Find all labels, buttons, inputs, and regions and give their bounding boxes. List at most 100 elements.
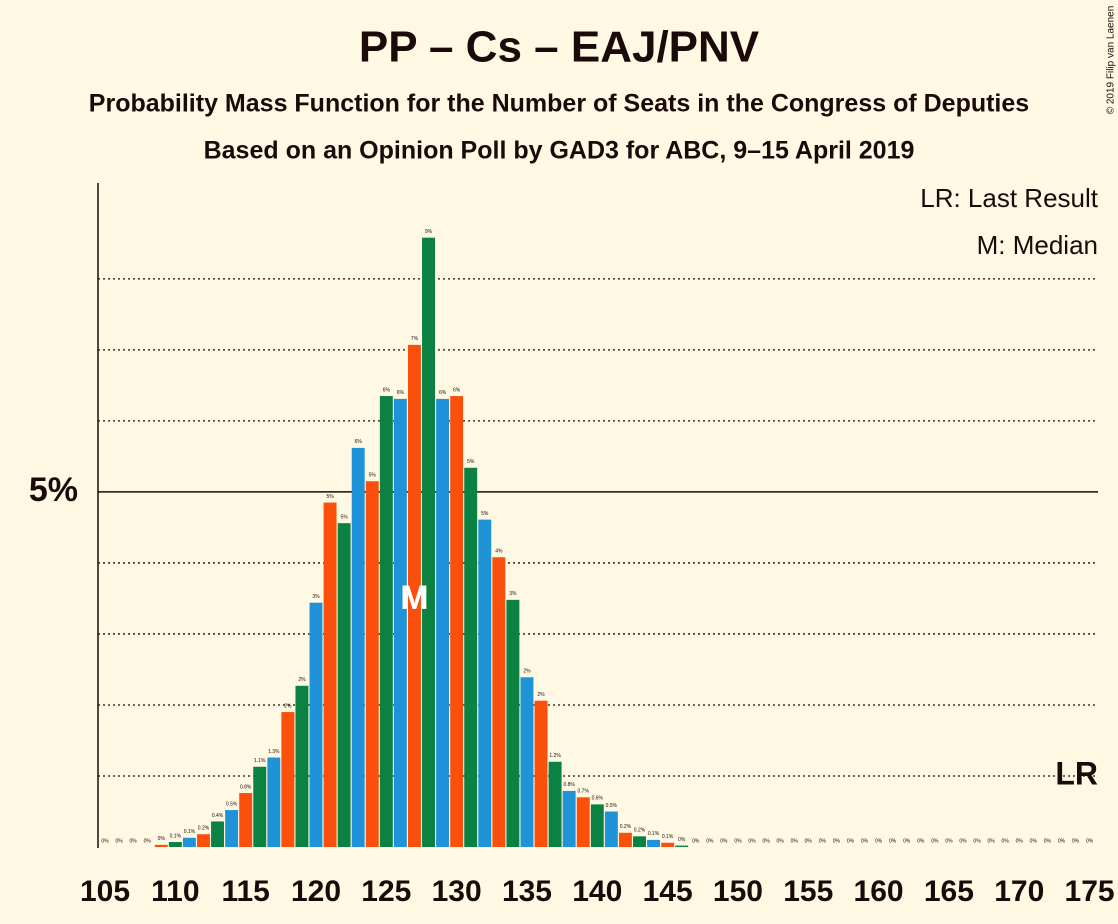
value-label: 2% bbox=[284, 703, 292, 709]
bar bbox=[520, 677, 534, 847]
value-label: 0% bbox=[917, 838, 925, 844]
bar bbox=[647, 839, 661, 847]
value-label: 0% bbox=[833, 838, 841, 844]
value-label: 0% bbox=[678, 837, 686, 843]
legend-note: M: Median bbox=[977, 230, 1098, 260]
bar bbox=[534, 700, 548, 847]
bar bbox=[351, 447, 365, 847]
bar bbox=[323, 502, 337, 847]
bar bbox=[548, 761, 562, 847]
value-label: 0% bbox=[1002, 838, 1010, 844]
value-label: 0.8% bbox=[240, 784, 252, 790]
value-label: 0.2% bbox=[634, 828, 646, 834]
value-label: 6% bbox=[355, 439, 363, 445]
bar bbox=[253, 766, 267, 847]
bar bbox=[211, 821, 225, 847]
x-tick-label: 105 bbox=[80, 875, 130, 908]
x-tick-label: 120 bbox=[291, 875, 341, 908]
value-label: 2% bbox=[523, 669, 531, 675]
value-label: 1.2% bbox=[549, 753, 561, 759]
value-label: 0% bbox=[931, 838, 939, 844]
value-label: 0.2% bbox=[620, 824, 632, 830]
value-label: 5% bbox=[341, 514, 349, 520]
value-label: 0% bbox=[903, 838, 911, 844]
value-label: 0.1% bbox=[170, 833, 182, 839]
bar bbox=[365, 481, 379, 847]
chart-subtitle: Probability Mass Function for the Number… bbox=[89, 90, 1029, 118]
x-tick-label: 165 bbox=[924, 875, 974, 908]
bar bbox=[492, 557, 506, 847]
value-label: 0% bbox=[1016, 838, 1024, 844]
value-label: 0% bbox=[101, 838, 109, 844]
bar bbox=[464, 467, 478, 847]
bar bbox=[225, 810, 239, 847]
value-label: 2% bbox=[298, 677, 306, 683]
value-label: 0.7% bbox=[578, 789, 590, 795]
value-label: 0% bbox=[847, 838, 855, 844]
value-label: 0% bbox=[734, 838, 742, 844]
value-label: 0% bbox=[959, 838, 967, 844]
bar bbox=[604, 811, 618, 847]
x-tick-label: 115 bbox=[221, 875, 269, 908]
bar bbox=[154, 844, 168, 847]
bar bbox=[168, 842, 182, 847]
value-label: 0% bbox=[875, 838, 883, 844]
value-label: 0.5% bbox=[606, 803, 618, 809]
value-label: 0% bbox=[791, 838, 799, 844]
value-label: 5% bbox=[369, 473, 377, 479]
bar bbox=[393, 398, 407, 847]
value-label: 0% bbox=[805, 838, 813, 844]
value-label: 0% bbox=[1072, 838, 1080, 844]
value-label: 1.1% bbox=[254, 758, 266, 764]
value-label: 0% bbox=[987, 838, 995, 844]
value-label: 0.4% bbox=[212, 813, 224, 819]
value-label: 3% bbox=[509, 591, 517, 597]
bar bbox=[633, 836, 646, 847]
value-label: 0% bbox=[1030, 838, 1038, 844]
bar bbox=[661, 842, 675, 847]
bar bbox=[506, 599, 520, 847]
bar bbox=[197, 834, 210, 847]
bar bbox=[309, 602, 323, 847]
x-tick-label: 170 bbox=[994, 875, 1044, 908]
value-label: 5% bbox=[326, 494, 334, 500]
bar bbox=[576, 797, 590, 847]
x-tick-label: 130 bbox=[432, 875, 482, 908]
bar bbox=[436, 398, 450, 847]
value-label: 0% bbox=[158, 836, 166, 842]
bar bbox=[182, 837, 196, 847]
value-label: 0% bbox=[777, 838, 785, 844]
bar bbox=[562, 790, 576, 847]
value-label: 0.8% bbox=[563, 782, 575, 788]
y-tick-label: 5% bbox=[29, 471, 78, 509]
value-label: 0% bbox=[748, 838, 756, 844]
bar bbox=[239, 793, 253, 847]
x-tick-label: 110 bbox=[151, 875, 199, 908]
last-result-marker: LR bbox=[1055, 755, 1098, 791]
chart-subtitle: Based on an Opinion Poll by GAD3 for ABC… bbox=[204, 137, 915, 165]
bar bbox=[337, 523, 351, 847]
bar bbox=[422, 237, 435, 847]
bar bbox=[450, 396, 464, 847]
value-label: 0% bbox=[945, 838, 953, 844]
value-label: 0.6% bbox=[592, 796, 604, 802]
value-label: 0.2% bbox=[198, 826, 210, 832]
x-tick-label: 175 bbox=[1065, 875, 1115, 908]
x-tick-label: 135 bbox=[502, 875, 552, 908]
value-label: 0% bbox=[692, 838, 700, 844]
copyright: © 2019 Filip van Laenen bbox=[1106, 6, 1117, 115]
value-label: 0% bbox=[819, 838, 827, 844]
bar bbox=[295, 685, 309, 847]
value-label: 0.1% bbox=[662, 834, 674, 840]
value-label: 0.5% bbox=[226, 801, 238, 807]
value-label: 0% bbox=[1044, 838, 1052, 844]
bar bbox=[379, 396, 393, 847]
bar bbox=[267, 757, 281, 847]
value-label: 0% bbox=[115, 838, 123, 844]
value-label: 0% bbox=[144, 838, 152, 844]
value-label: 2% bbox=[537, 692, 545, 698]
value-label: 0% bbox=[1058, 838, 1066, 844]
legend-note: LR: Last Result bbox=[920, 183, 1099, 213]
value-label: 4% bbox=[495, 549, 503, 555]
